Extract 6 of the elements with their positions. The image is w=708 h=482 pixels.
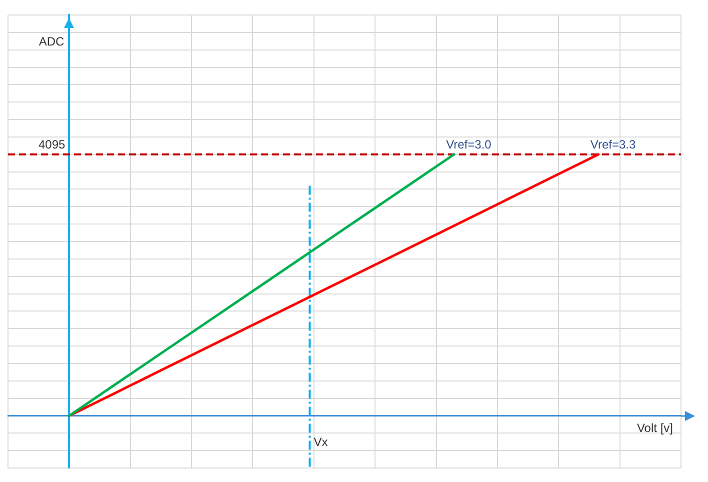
text: Vx [314,435,328,450]
series-label: Vref=3.3 [590,138,636,152]
annotation: 4095 [38,138,66,152]
series-label: Vref=3.0 [446,138,492,152]
x-axis-title: Volt [v] [636,421,673,436]
text: ADC [38,34,65,48]
